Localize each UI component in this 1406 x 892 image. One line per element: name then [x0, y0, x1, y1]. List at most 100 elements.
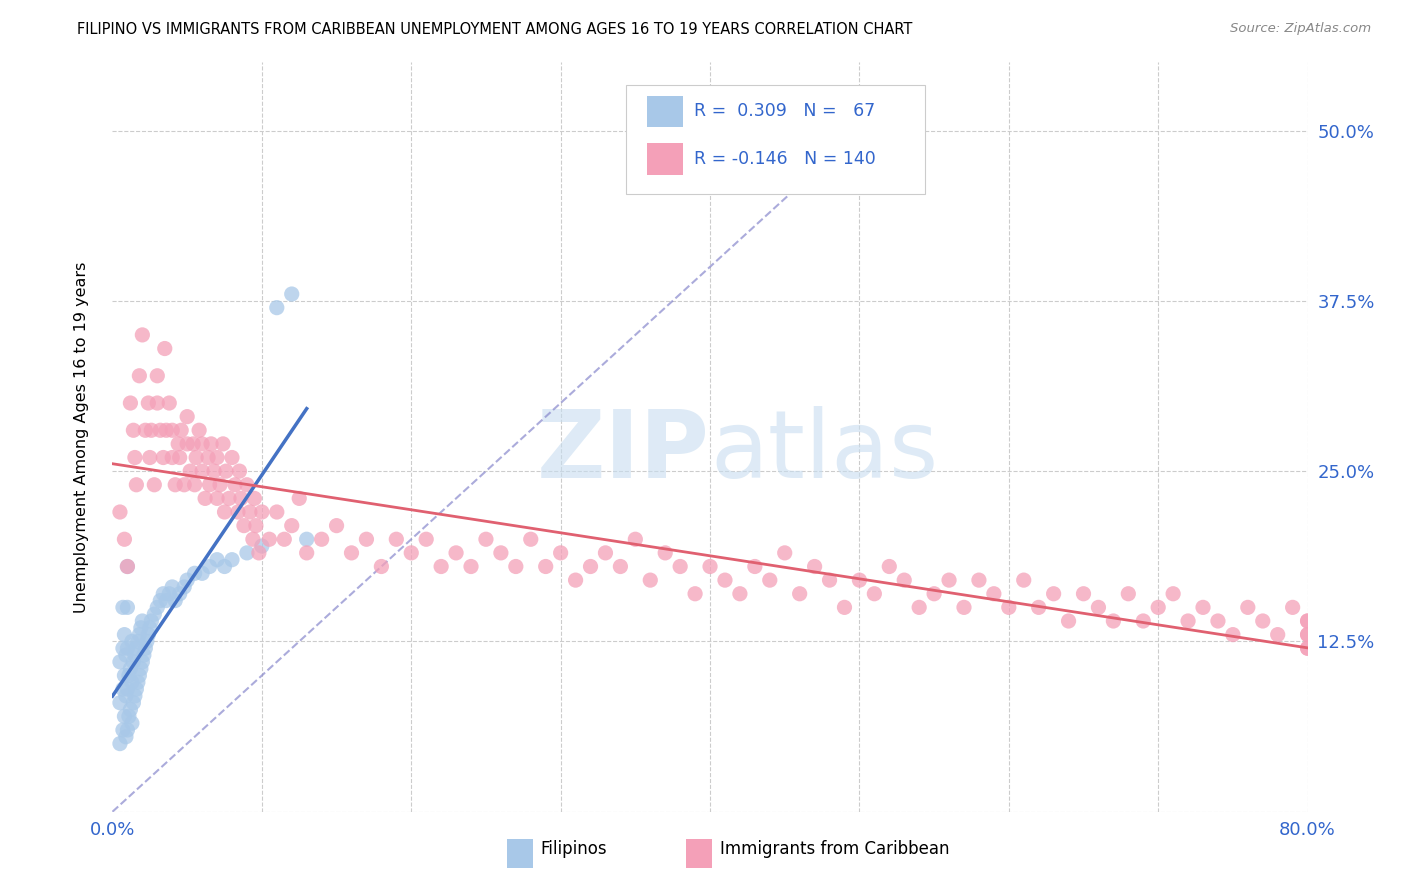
Point [214, 559, 236, 574]
Point [115, 648, 138, 662]
Point [191, 566, 214, 581]
Point [131, 614, 153, 628]
Point [138, 627, 160, 641]
Point [922, 587, 945, 601]
Point [250, 505, 273, 519]
Point [281, 518, 304, 533]
Point [128, 368, 150, 383]
Text: Filipinos: Filipinos [540, 840, 607, 858]
Point [117, 600, 139, 615]
Text: FILIPINO VS IMMIGRANTS FROM CARIBBEAN UNEMPLOYMENT AMONG AGES 16 TO 19 YEARS COR: FILIPINO VS IMMIGRANTS FROM CARIBBEAN UN… [77, 22, 912, 37]
Point [233, 518, 256, 533]
Point [125, 641, 148, 656]
Point [1267, 627, 1289, 641]
Point [131, 327, 153, 342]
Point [146, 600, 169, 615]
Point [128, 668, 150, 682]
Point [908, 600, 931, 615]
FancyBboxPatch shape [508, 839, 533, 868]
Point [153, 342, 176, 356]
Point [115, 730, 138, 744]
Point [117, 723, 139, 737]
Point [139, 621, 162, 635]
Point [325, 518, 347, 533]
Point [118, 668, 141, 682]
Point [173, 477, 195, 491]
Point [683, 587, 706, 601]
Point [194, 491, 217, 506]
Point [121, 675, 143, 690]
Point [475, 533, 498, 547]
Point [131, 655, 153, 669]
Point [520, 533, 543, 547]
Point [1147, 600, 1170, 615]
Point [129, 621, 152, 635]
Point [1073, 587, 1095, 601]
Point [624, 533, 647, 547]
Point [370, 559, 392, 574]
Point [564, 573, 586, 587]
Point [1042, 587, 1064, 601]
Point [141, 423, 163, 437]
Point [534, 559, 557, 574]
Point [247, 546, 270, 560]
Point [863, 587, 886, 601]
Point [169, 450, 191, 465]
Point [245, 518, 267, 533]
Point [295, 533, 318, 547]
Point [114, 627, 135, 641]
Point [111, 682, 134, 697]
Point [848, 573, 870, 587]
Point [165, 593, 187, 607]
Point [149, 593, 172, 607]
FancyBboxPatch shape [647, 144, 682, 175]
Point [311, 533, 333, 547]
Text: Immigrants from Caribbean: Immigrants from Caribbean [720, 840, 949, 858]
Point [198, 477, 221, 491]
Point [198, 559, 221, 574]
Text: Source: ZipAtlas.com: Source: ZipAtlas.com [1230, 22, 1371, 36]
Point [228, 464, 250, 478]
Point [139, 450, 162, 465]
Point [236, 546, 259, 560]
Point [143, 477, 166, 491]
Point [401, 546, 423, 560]
Point [108, 737, 131, 751]
Point [146, 368, 169, 383]
Point [183, 477, 205, 491]
Point [176, 573, 198, 587]
Point [1057, 614, 1080, 628]
Point [789, 587, 811, 601]
Point [191, 437, 214, 451]
Point [1206, 614, 1229, 628]
Point [179, 464, 201, 478]
Point [155, 423, 177, 437]
Point [759, 573, 782, 587]
Point [444, 546, 467, 560]
Point [212, 437, 235, 451]
Point [117, 682, 139, 697]
Point [120, 702, 142, 716]
Point [415, 533, 437, 547]
Y-axis label: Unemployment Among Ages 16 to 19 years: Unemployment Among Ages 16 to 19 years [75, 261, 89, 613]
Point [221, 552, 243, 566]
Point [699, 559, 721, 574]
Point [108, 696, 131, 710]
Point [243, 491, 266, 506]
Point [122, 696, 145, 710]
Point [162, 423, 183, 437]
Point [893, 573, 915, 587]
Point [114, 709, 135, 723]
Point [120, 662, 142, 676]
Point [1161, 587, 1184, 601]
Point [281, 287, 304, 301]
Point [183, 566, 205, 581]
Point [654, 546, 676, 560]
Point [266, 505, 288, 519]
Point [259, 533, 281, 547]
Point [595, 546, 617, 560]
Point [138, 396, 160, 410]
Point [239, 505, 262, 519]
Point [186, 450, 208, 465]
Point [385, 533, 408, 547]
